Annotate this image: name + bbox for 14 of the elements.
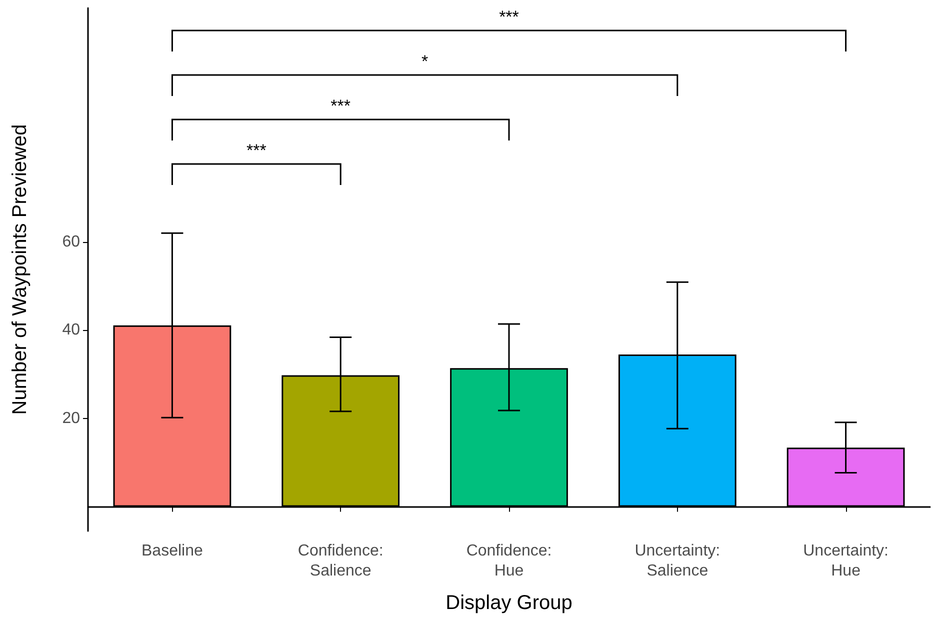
x-tick-label: Uncertainty: Salience <box>634 542 720 580</box>
x-tick-label: Confidence: Hue <box>466 542 552 580</box>
annotation: *** <box>246 141 267 160</box>
y-axis-title: Number of Waypoints Previewed <box>9 124 31 415</box>
annotation: *** <box>330 96 351 116</box>
x-tick-label: Baseline <box>142 542 203 560</box>
y-tick-label: 60 <box>62 233 80 250</box>
annotation: *** <box>499 8 520 26</box>
x-tick-label: Confidence: Salience <box>298 542 384 580</box>
x-axis-title: Display Group <box>446 592 572 614</box>
y-tick-label: 40 <box>62 322 80 339</box>
annotation: * <box>421 52 428 71</box>
y-tick-label: 20 <box>62 410 80 427</box>
x-tick-label: Uncertainty: Hue <box>803 542 888 580</box>
